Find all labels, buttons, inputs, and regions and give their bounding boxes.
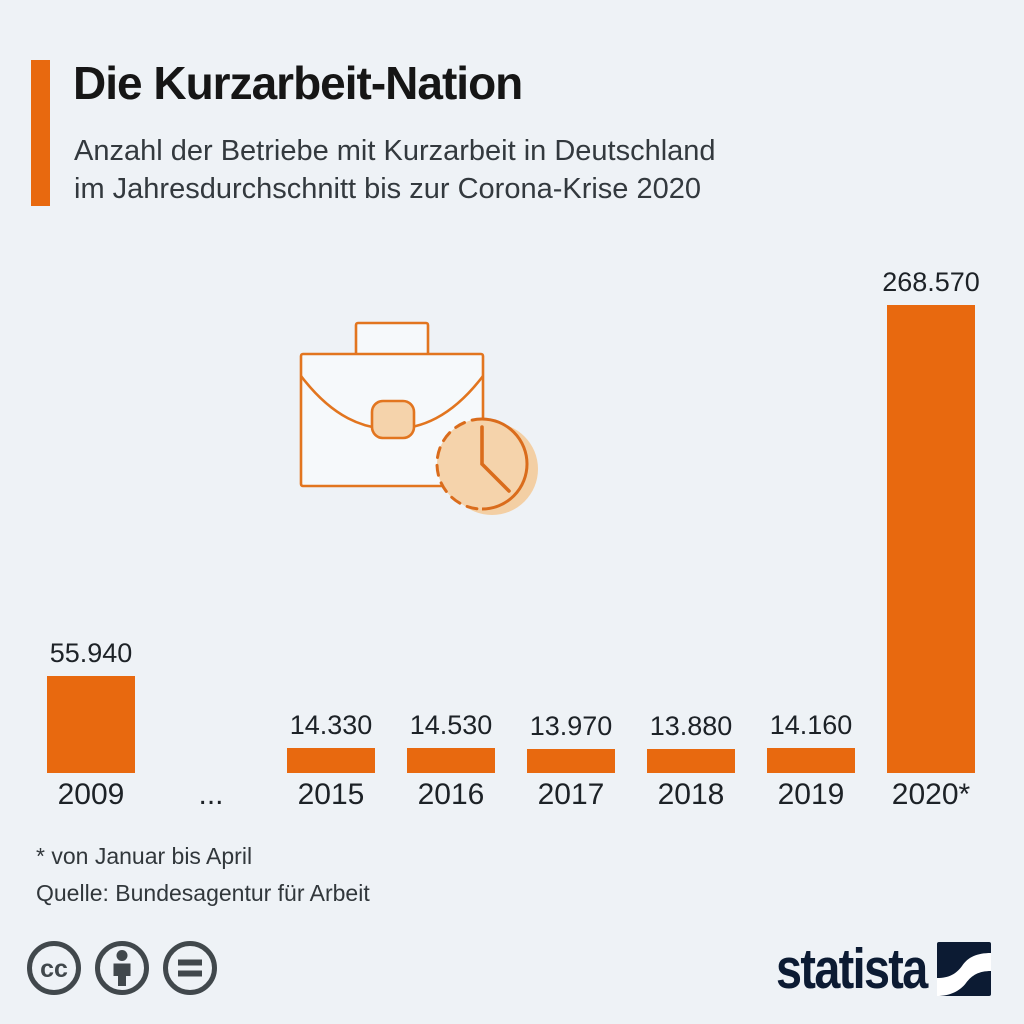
creative-commons-icon: cc: [27, 941, 81, 995]
bar: [407, 748, 495, 773]
bar: [287, 748, 375, 773]
no-derivatives-equals-icon: [163, 941, 217, 995]
statista-logo-mark: [937, 942, 991, 996]
chart-column: 268.570 2020*: [871, 267, 991, 815]
bar-value-label: 268.570: [882, 267, 980, 297]
chart-column: 55.940 2009: [31, 638, 151, 815]
bar-year-label: 2019: [777, 778, 845, 811]
chart-subtitle: Anzahl der Betriebe mit Kurzarbeit in De…: [74, 132, 716, 208]
bar-year-label: 2017: [537, 778, 605, 811]
source-line: Quelle: Bundesagentur für Arbeit: [36, 880, 370, 906]
chart-column: 14.530 2016: [391, 710, 511, 815]
statista-logo-text: statista: [776, 937, 928, 1001]
statista-logo: statista: [743, 936, 991, 1002]
subtitle-line-2: im Jahresdurchschnitt bis zur Corona-Kri…: [74, 173, 701, 205]
bar-year-label: 2020*: [891, 778, 971, 811]
bar-year-label: ...: [198, 778, 224, 811]
svg-text:cc: cc: [40, 955, 68, 983]
bar-year-label: 2009: [57, 778, 125, 811]
bar-chart: 55.940 2009 ... 14.330 2015 14.530 2016 …: [31, 258, 991, 815]
bar: [767, 748, 855, 773]
bar: [887, 305, 975, 773]
chart-column: 13.970 2017: [511, 711, 631, 815]
title-accent-bar: [31, 60, 50, 206]
chart-columns: 55.940 2009 ... 14.330 2015 14.530 2016 …: [31, 267, 991, 815]
bar: [647, 749, 735, 773]
bar-value-label: 13.880: [649, 711, 733, 741]
bar-value-label: 14.160: [769, 710, 853, 740]
bar-value-label: 55.940: [49, 638, 133, 668]
chart-column: 14.160 2019: [751, 710, 871, 815]
chart-column: 13.880 2018: [631, 711, 751, 815]
briefcase-clock-icon: [299, 321, 538, 515]
subtitle-line-1: Anzahl der Betriebe mit Kurzarbeit in De…: [74, 135, 716, 167]
bar-year-label: 2016: [417, 778, 485, 811]
bar: [47, 676, 135, 773]
chart-column: ...: [151, 773, 271, 815]
bar-value-label: 14.330: [289, 710, 373, 740]
chart-title: Die Kurzarbeit-Nation: [73, 57, 523, 109]
bar-year-label: 2018: [657, 778, 725, 811]
bar-value-label: 14.530: [409, 710, 493, 740]
bar-year-label: 2015: [297, 778, 365, 811]
bar: [527, 749, 615, 773]
bar-value-label: 13.970: [529, 711, 613, 741]
license-badges: cc: [27, 941, 217, 995]
footnote: * von Januar bis April: [36, 843, 253, 869]
attribution-person-icon: [95, 941, 149, 995]
chart-column: 14.330 2015: [271, 710, 391, 815]
